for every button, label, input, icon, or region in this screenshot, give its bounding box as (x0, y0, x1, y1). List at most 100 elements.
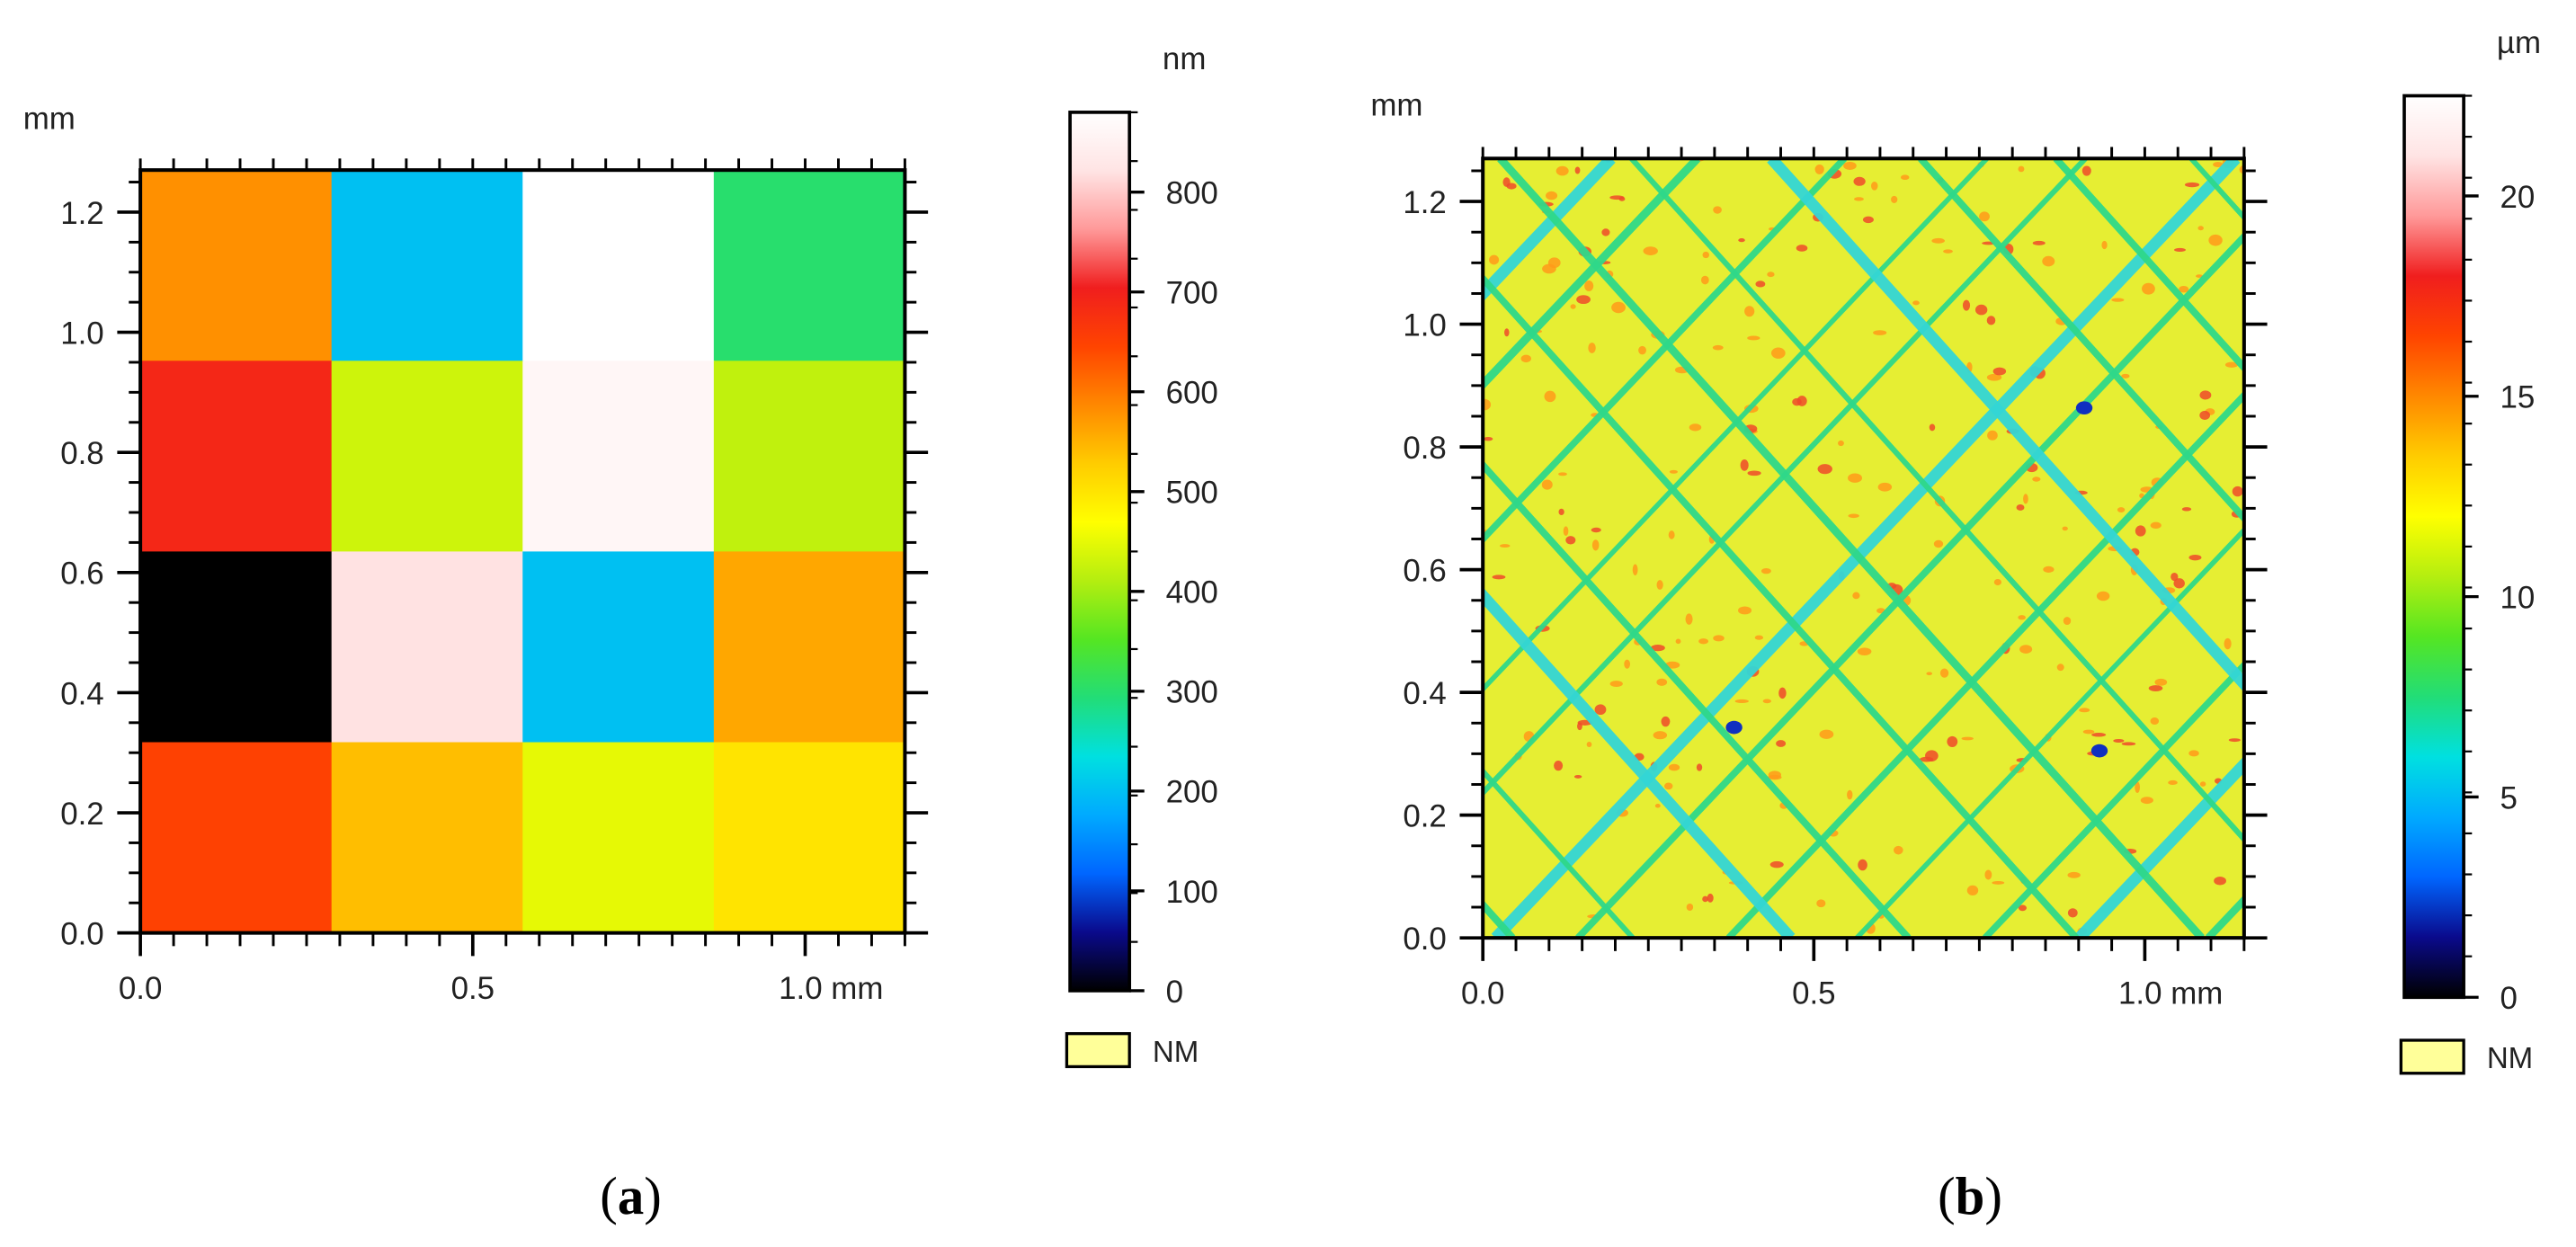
surface-peak (2032, 477, 2041, 482)
surface-peak (2113, 738, 2125, 744)
surface-peak (1565, 536, 1576, 545)
surface-peak (2188, 554, 2202, 561)
surface-peak (1862, 216, 1874, 224)
surface-peak (1979, 211, 1990, 222)
colorbar-tick-label: 400 (1166, 575, 1218, 610)
surface-peak (1852, 592, 1860, 600)
surface-peak (1558, 508, 1564, 516)
surface-peak (1769, 860, 1784, 868)
surface-peak (1992, 880, 2005, 885)
y-tick-label: 1.0 (1403, 307, 1446, 343)
surface-peak (1943, 249, 1953, 254)
surface-peak (1962, 299, 1971, 311)
surface-peak (1929, 423, 1936, 432)
surface-peak (1778, 687, 1787, 699)
surface-peak (2196, 274, 2203, 278)
surface-peak (2082, 729, 2095, 735)
y-unit-label-a: mm (23, 101, 76, 136)
surface-peak (2121, 373, 2130, 379)
surface-peak (1776, 740, 1787, 747)
surface-peak (1848, 473, 1862, 483)
surface-peak (1574, 166, 1581, 174)
surface-peak (1939, 668, 1949, 678)
y-tick-label: 0.8 (1403, 431, 1446, 466)
surface-peak (1696, 763, 1703, 771)
surface-peak (1489, 254, 1500, 265)
surface-peak (2208, 234, 2223, 246)
x-axis-b: 0.0 0.5 1.0 mm (1461, 938, 2223, 1011)
y-tick-label: 0.4 (60, 676, 103, 711)
figure-scale: mm 0.0 0.5 1.0 mm 0.0 0.2 0.4 0.6 0.8 1.0 1.2 nm… (23, 25, 2541, 1225)
colorbar-tick-label: 15 (2500, 380, 2536, 415)
colorbar-tick-label: 700 (1166, 276, 1218, 311)
surface-peak (1847, 789, 1853, 800)
y-tick-label: 1.0 (60, 316, 103, 351)
surface-peak (1857, 647, 1872, 655)
surface-scratch (1983, 660, 2244, 939)
surface-peak (1492, 575, 1506, 580)
surface-scratch (1497, 158, 2205, 939)
surface-peak (1853, 176, 1866, 186)
y-axis-b: 0.0 0.2 0.4 0.6 0.8 1.0 1.2 (1403, 185, 2268, 957)
surface-pit (2075, 401, 2093, 415)
y-unit-label-b: mm (1370, 88, 1422, 123)
surface-peak (1770, 347, 1786, 359)
surface-peak (1814, 164, 1824, 174)
surface-peak (2142, 282, 2155, 295)
surface-peak (2214, 876, 2226, 886)
surface-peak (1796, 245, 1808, 252)
surface-peak (1653, 731, 1668, 740)
surface-peak (1601, 228, 1610, 236)
colorbar-b: µm 0 5 10 15 20 (2402, 25, 2541, 1016)
caption-a: (a) (600, 1167, 662, 1225)
surface-peak (1609, 681, 1623, 687)
surface-peak (1843, 161, 1857, 170)
surface-peak (2067, 908, 2078, 918)
surface-peak (1816, 899, 1826, 908)
surface-peak (2168, 779, 2178, 785)
surface-peak (1669, 469, 1678, 474)
x-tick-label: 1.0 mm (2118, 976, 2223, 1011)
surface-peak (1707, 893, 1714, 903)
surface-peak (1638, 345, 1646, 355)
surface-peak (1668, 530, 1675, 539)
y-tick-label: 0.6 (60, 557, 103, 592)
surface-peak (2181, 507, 2192, 512)
surface-peak (1740, 459, 1749, 471)
y-tick-label: 0.2 (60, 797, 103, 832)
surface-scratch (1491, 158, 2241, 939)
y-tick-label: 0.6 (1403, 553, 1446, 588)
surface-peak (1654, 804, 1661, 808)
surface-peak (1700, 275, 1709, 285)
surface-peak (1668, 763, 1680, 771)
surface-peak (1817, 464, 1832, 475)
surface-peak (1873, 330, 1887, 335)
surface-peak (2121, 742, 2136, 746)
x-tick-label: 0.5 (451, 971, 495, 1006)
surface-peak (2063, 617, 2072, 626)
surface-peak (2173, 578, 2185, 589)
surface-peak (2184, 182, 2200, 188)
surface-peak (2067, 871, 2081, 878)
surface-peak (1754, 635, 1764, 640)
surface-peak (1712, 344, 1724, 351)
plot-border (1481, 156, 2246, 940)
surface-peak (2150, 717, 2160, 726)
surface-peak (2228, 738, 2241, 743)
colorbar-tick-label: 800 (1166, 176, 1218, 211)
surface-peak (1664, 782, 1673, 790)
x-tick-label: 0.5 (1792, 976, 1835, 1011)
colorbar-gradient (1068, 111, 1132, 993)
heatmap-cell (522, 742, 715, 934)
heatmap-cell (331, 742, 524, 934)
surface-scratch (1575, 231, 2244, 939)
surface-peak (1925, 750, 1939, 762)
legend-label: NM (1153, 1036, 1199, 1069)
surface-peak (1650, 645, 1665, 652)
surface-peak (1966, 885, 1979, 896)
surface-scratch (1483, 158, 1989, 693)
surface-peak (1547, 257, 1561, 269)
colorbar-tick-label: 5 (2500, 780, 2518, 815)
surface-peak (1933, 539, 1944, 548)
heatmap-cell (522, 170, 715, 362)
